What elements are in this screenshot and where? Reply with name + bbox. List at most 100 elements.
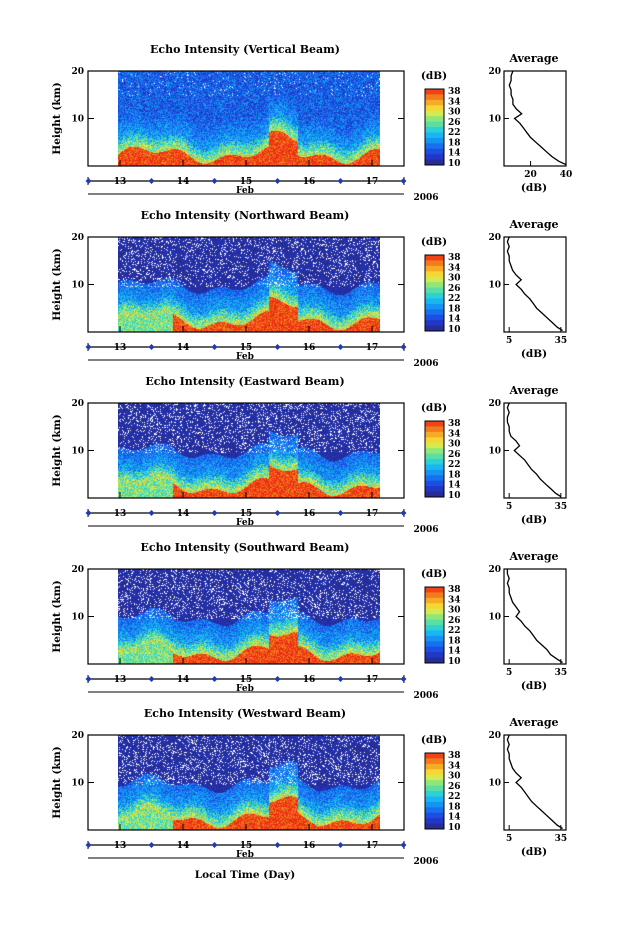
y-tick-label: 10 bbox=[71, 281, 84, 291]
colorbar-band bbox=[425, 154, 444, 161]
bottom-xlabel: Local Time (Day) bbox=[195, 869, 295, 881]
time-axis-marker bbox=[274, 344, 281, 350]
colorbar-band bbox=[425, 785, 444, 792]
colorbar-tick-label: 18 bbox=[448, 802, 461, 812]
colorbar-band bbox=[425, 625, 444, 631]
colorbar-tick-label: 34 bbox=[448, 761, 461, 771]
time-axis-marker bbox=[400, 178, 407, 184]
colorbar-band bbox=[425, 453, 444, 460]
panel-1: Echo Intensity (Vertical Beam) Height (km… bbox=[51, 43, 572, 203]
panel-title: Echo Intensity (Northward Beam) bbox=[141, 209, 350, 222]
colorbar-band bbox=[425, 426, 444, 433]
colorbar-band bbox=[425, 287, 444, 294]
avg-y-tick-label: 10 bbox=[488, 613, 501, 623]
avg-y-tick-label: 20 bbox=[488, 233, 501, 243]
colorbar-band bbox=[425, 614, 444, 621]
colorbar-tick-label: 18 bbox=[448, 470, 461, 480]
time-axis-marker bbox=[85, 510, 92, 516]
colorbar-band bbox=[425, 818, 444, 825]
time-axis-marker bbox=[211, 344, 218, 350]
x-tick-label: 14 bbox=[177, 177, 190, 187]
colorbar-tick-label: 18 bbox=[448, 304, 461, 314]
colorbar-tick-label: 38 bbox=[448, 87, 461, 97]
colorbar-frame bbox=[424, 420, 445, 498]
colorbar-tick-label: 14 bbox=[448, 647, 461, 657]
colorbar-band bbox=[425, 265, 444, 272]
echo-heatmap bbox=[118, 71, 380, 166]
colorbar-band bbox=[425, 486, 444, 493]
time-axis-marker bbox=[337, 510, 344, 516]
colorbar-tick-label: 10 bbox=[448, 491, 461, 501]
colorbar-band bbox=[425, 94, 444, 101]
time-axis-marker bbox=[274, 178, 281, 184]
x-year-label: 2006 bbox=[413, 359, 438, 369]
colorbar-band bbox=[425, 480, 444, 487]
x-tick-label: 15 bbox=[240, 343, 253, 353]
average-title: Average bbox=[508, 52, 558, 65]
avg-y-tick-label: 10 bbox=[488, 447, 501, 457]
colorbar-band bbox=[425, 459, 444, 465]
colorbar-band bbox=[425, 758, 444, 765]
colorbar-band bbox=[425, 298, 444, 305]
avg-x-tick-label: 5 bbox=[506, 834, 512, 844]
colorbar-band bbox=[425, 592, 444, 599]
colorbar-band bbox=[425, 587, 444, 593]
colorbar-tick-label: 30 bbox=[448, 772, 461, 782]
avg-y-tick-label: 20 bbox=[488, 731, 501, 741]
x-year-label: 2006 bbox=[413, 193, 438, 203]
x-tick-label: 16 bbox=[303, 177, 316, 187]
average-profile-line bbox=[506, 569, 563, 664]
colorbar-tick-label: 14 bbox=[448, 315, 461, 325]
colorbar-band bbox=[425, 641, 444, 648]
colorbar-tick-label: 22 bbox=[448, 626, 461, 636]
x-tick-label: 16 bbox=[303, 675, 316, 685]
average-title: Average bbox=[508, 550, 558, 563]
avg-y-tick-label: 10 bbox=[488, 281, 501, 291]
colorbar-tick-label: 18 bbox=[448, 636, 461, 646]
colorbar-tick-label: 34 bbox=[448, 429, 461, 439]
x-month-label: Feb bbox=[236, 186, 254, 196]
colorbar-frame bbox=[424, 752, 445, 830]
x-month-label: Feb bbox=[236, 850, 254, 860]
colorbar-band bbox=[425, 255, 444, 261]
colorbar-band bbox=[425, 442, 444, 449]
colorbar-band bbox=[425, 143, 444, 150]
x-month-label: Feb bbox=[236, 518, 254, 528]
x-tick-label: 15 bbox=[240, 675, 253, 685]
colorbar-band bbox=[425, 597, 444, 604]
colorbar-band bbox=[425, 652, 444, 659]
echo-heatmap bbox=[118, 735, 380, 830]
panel-title: Echo Intensity (Westward Beam) bbox=[144, 707, 346, 720]
panel-4: Echo Intensity (Southward Beam) Height (k… bbox=[51, 541, 567, 701]
y-tick-label: 10 bbox=[71, 447, 84, 457]
y-tick-label: 20 bbox=[71, 67, 84, 77]
colorbar-tick-label: 34 bbox=[448, 595, 461, 605]
x-tick-label: 15 bbox=[240, 177, 253, 187]
colorbar-frame bbox=[424, 88, 445, 166]
avg-x-tick-label: 5 bbox=[506, 502, 512, 512]
colorbar-frame bbox=[424, 254, 445, 332]
avg-y-tick-label: 10 bbox=[488, 115, 501, 125]
y-tick-label: 10 bbox=[71, 613, 84, 623]
colorbar-band bbox=[425, 276, 444, 283]
colorbar-band bbox=[425, 137, 444, 144]
colorbar-tick-label: 26 bbox=[448, 782, 461, 792]
colorbar-band bbox=[425, 127, 444, 133]
colorbar-band bbox=[425, 282, 444, 289]
avg-x-tick-label: 40 bbox=[560, 170, 573, 180]
colorbar-tick-label: 30 bbox=[448, 274, 461, 284]
avg-y-tick-label: 20 bbox=[488, 67, 501, 77]
colorbar-tick-label: 10 bbox=[448, 325, 461, 335]
avg-x-tick-label: 35 bbox=[555, 336, 568, 346]
y-axis-label: Height (km) bbox=[51, 746, 63, 818]
colorbar-band bbox=[425, 303, 444, 310]
colorbar-band bbox=[425, 791, 444, 797]
y-axis-label: Height (km) bbox=[51, 414, 63, 486]
time-axis-marker bbox=[148, 510, 155, 516]
average-title: Average bbox=[508, 218, 558, 231]
colorbar-tick-label: 30 bbox=[448, 108, 461, 118]
x-tick-label: 13 bbox=[114, 841, 127, 851]
colorbar-band bbox=[425, 314, 444, 321]
average-xlabel: (dB) bbox=[521, 846, 547, 858]
time-axis-marker bbox=[211, 510, 218, 516]
